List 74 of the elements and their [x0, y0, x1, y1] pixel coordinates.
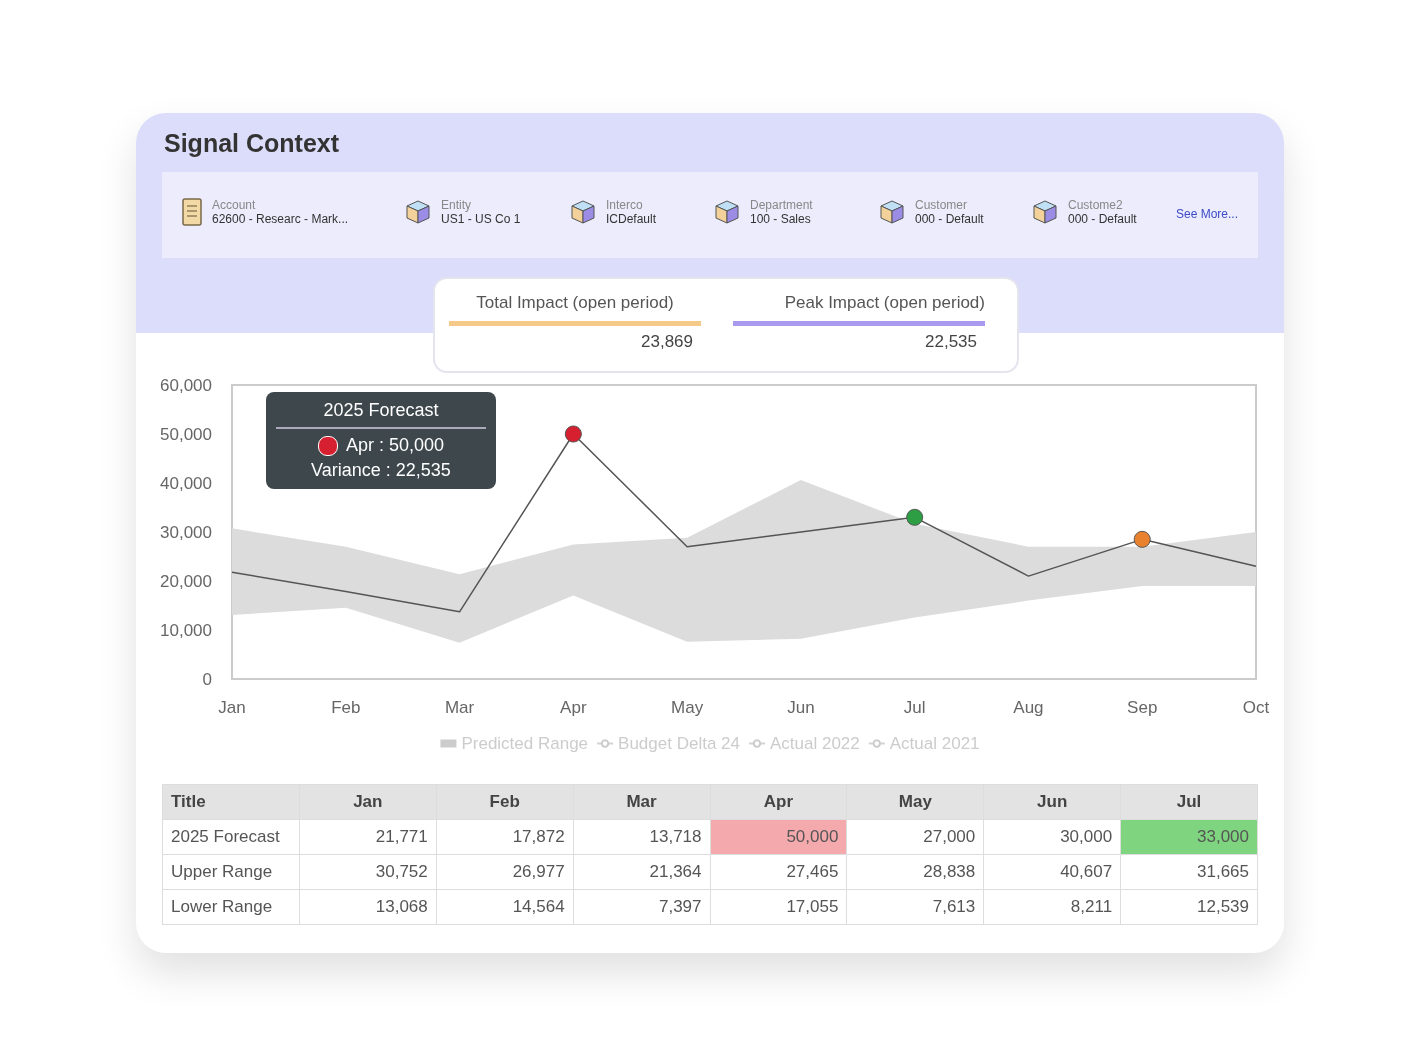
y-tick-label: 30,000 [160, 522, 212, 542]
y-tick-label: 50,000 [160, 424, 212, 444]
text: 14,564 [512, 897, 565, 916]
category-label: May [846, 784, 984, 820]
x-tick-label: Jun [787, 698, 815, 717]
text: 62600 - Researc - Mark... [212, 212, 349, 226]
text: 40,607 [1060, 862, 1113, 881]
text: 12,539 [1197, 897, 1249, 916]
text: US1 - US Co 1 [441, 212, 521, 226]
text: 31,665 [1197, 862, 1249, 881]
category-label: Jun [983, 784, 1121, 820]
x-tick-label: Apr [560, 698, 587, 717]
category-label: 2025 Forecast [171, 827, 280, 846]
x-tick-label: Sep [1127, 698, 1158, 717]
y-tick-label: 60,000 [160, 375, 212, 395]
category-label: Upper Range [171, 862, 273, 881]
point [1133, 530, 1151, 548]
text: 8,211 [1070, 897, 1113, 916]
annotation: Variance : 22,535 [310, 460, 452, 481]
x-tick-label: Jul [903, 698, 926, 717]
annotation: 2025 Forecast [322, 400, 440, 422]
text: 28,838 [923, 862, 976, 881]
text: Entity [441, 198, 472, 212]
text: 21,771 [375, 827, 428, 846]
text: Customer [915, 198, 968, 212]
text: See More... [1176, 207, 1239, 221]
x-tick-label: Oct [1242, 698, 1270, 717]
text: 000 - Default [915, 212, 984, 226]
text: Total Impact (open period) [475, 293, 675, 313]
text: ICDefault [606, 212, 657, 226]
text: 30,000 [1060, 827, 1113, 846]
text: 33,000 [1197, 827, 1249, 846]
point [564, 425, 582, 443]
point [906, 508, 924, 526]
text: 26,977 [512, 862, 565, 881]
x-tick-label: Feb [331, 698, 361, 717]
text: Custome2 [1068, 198, 1124, 212]
text: 22,535 [924, 332, 978, 352]
category-label: Mar [573, 784, 710, 820]
text: 13,718 [649, 827, 702, 846]
annotation: Apr : 50,000 [345, 435, 445, 456]
text: Department [750, 198, 813, 212]
text: 17,872 [512, 827, 565, 846]
x-tick-label: Jan [218, 698, 246, 717]
category-label: Jul [1120, 784, 1258, 820]
tooltip-box: 2025 Forecast Apr : 50,000 Variance : 22,535 [266, 392, 496, 489]
text: 27,000 [923, 827, 976, 846]
category-label: Lower Range [171, 897, 273, 916]
text: 23,869 [640, 332, 694, 352]
text: 27,465 [786, 862, 839, 881]
y-tick-label: 20,000 [160, 571, 212, 591]
x-tick-label: Mar [444, 698, 475, 717]
text: Peak Impact (open period) [783, 293, 985, 313]
text: Interco [606, 198, 644, 212]
text: Signal Context [164, 129, 340, 158]
y-tick-label: 10,000 [160, 620, 212, 640]
text: 000 - Default [1068, 212, 1137, 226]
text: 7,613 [932, 897, 976, 916]
category-label: Apr [710, 784, 847, 820]
text: Account [212, 198, 257, 212]
x-tick-label: Aug [1013, 698, 1044, 717]
text: 7,397 [658, 897, 702, 916]
text: 13,068 [375, 897, 428, 916]
text: 21,364 [649, 862, 702, 881]
category-label: Feb [436, 784, 574, 820]
text: 17,055 [786, 897, 839, 916]
x-tick-label: May [671, 698, 704, 717]
y-tick-label: 40,000 [160, 473, 212, 493]
text: 100 - Sales [750, 212, 812, 226]
text: Title [162, 784, 300, 820]
category-label: Jan [299, 784, 437, 820]
text: 30,752 [375, 862, 428, 881]
y-tick-label: 0 [202, 669, 212, 689]
text: 50,000 [786, 827, 839, 846]
